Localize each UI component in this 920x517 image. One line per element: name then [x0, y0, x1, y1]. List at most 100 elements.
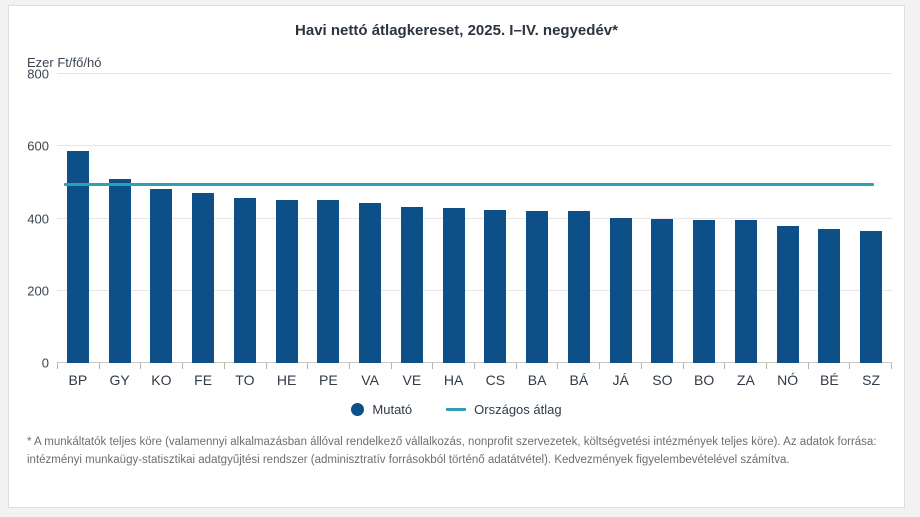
average-line-icon [446, 408, 467, 411]
bar-HA[interactable] [442, 208, 465, 363]
bar-FE[interactable] [192, 193, 215, 363]
x-label-BÁ: BÁ [569, 372, 589, 388]
legend-average-label: Országos átlag [474, 402, 562, 417]
bar-TO[interactable] [233, 197, 256, 363]
legend-item-average[interactable]: Országos átlag [446, 402, 562, 417]
bar-SZ[interactable] [860, 230, 883, 363]
x-label-TO: TO [235, 372, 255, 388]
legend-item-series[interactable]: Mutató [351, 402, 412, 417]
bar-column-SZ [850, 74, 892, 363]
bar-column-HA [433, 74, 475, 363]
bar-column-PE [308, 74, 350, 363]
x-tick [725, 363, 767, 369]
gridline-400 [57, 217, 892, 219]
bar-column-JÁ [600, 74, 642, 363]
y-axis: 0 200 400 600 800 [9, 67, 57, 371]
bar-column-FE [182, 74, 224, 363]
bar-column-BA [516, 74, 558, 363]
y-tick-label-600: 600 [27, 138, 49, 154]
x-tick [225, 363, 267, 369]
bar-column-HE [266, 74, 308, 363]
bar-BÉ[interactable] [818, 228, 841, 363]
bar-ZA[interactable] [734, 220, 757, 363]
x-label-KO: KO [151, 372, 172, 388]
x-label-JÁ: JÁ [612, 372, 629, 388]
x-tick [350, 363, 392, 369]
bar-BÁ[interactable] [567, 211, 590, 363]
y-tick-label-0: 0 [41, 355, 49, 371]
chart-plot-row: 0 200 400 600 800 [9, 67, 892, 371]
x-label-VE: VE [402, 372, 422, 388]
gridline-800 [57, 73, 892, 74]
chart-title: Havi nettó átlagkereset, 2025. I–IV. neg… [295, 22, 618, 39]
gridline-600 [57, 145, 892, 147]
y-axis-unit-label: Ezer Ft/fő/hó [27, 55, 102, 70]
x-tick [684, 363, 726, 369]
x-tick [141, 363, 184, 369]
bar-BO[interactable] [693, 219, 716, 363]
bar-column-ZA [725, 74, 767, 363]
bar-PE[interactable] [317, 200, 340, 363]
x-tick [767, 363, 809, 369]
bar-column-BÉ [809, 74, 851, 363]
bar-BA[interactable] [526, 210, 549, 363]
x-label-FE: FE [194, 372, 213, 388]
x-tick [392, 363, 434, 369]
x-label-VA: VA [361, 372, 379, 388]
bar-column-GY [99, 74, 141, 363]
legend: Mutató Országos átlag [9, 402, 904, 417]
y-tick-label-800: 800 [27, 66, 49, 82]
footnote: * A munkáltatók teljes köre (valamennyi … [27, 436, 877, 467]
bar-column-KO [141, 74, 183, 363]
x-label-SZ: SZ [862, 372, 881, 388]
bar-NÓ[interactable] [776, 226, 799, 363]
bar-column-NÓ [767, 74, 809, 363]
x-label-BA: BA [527, 372, 547, 388]
bar-column-CS [475, 74, 517, 363]
x-label-BP: BP [68, 372, 88, 388]
bar-column-VA [349, 74, 391, 363]
x-tick [850, 363, 893, 369]
legend-series-label: Mutató [372, 402, 413, 417]
bar-JÁ[interactable] [609, 217, 632, 363]
x-tick [267, 363, 309, 369]
bar-HE[interactable] [275, 199, 298, 363]
x-label-BO: BO [694, 372, 715, 388]
x-tick [558, 363, 601, 369]
x-tick [642, 363, 684, 369]
bar-column-SO [642, 74, 684, 363]
bar-column-BO [683, 74, 725, 363]
x-label-SO: SO [652, 372, 673, 388]
x-tick [600, 363, 642, 369]
x-label-HA: HA [443, 372, 464, 388]
x-tick [517, 363, 559, 369]
bar-VA[interactable] [359, 203, 382, 363]
x-tick [809, 363, 851, 369]
national-average-line[interactable] [64, 183, 874, 187]
x-label-BÉ: BÉ [820, 372, 839, 388]
bar-CS[interactable] [484, 209, 507, 363]
x-tick [433, 363, 476, 369]
series-dot-icon [351, 403, 365, 416]
bar-column-TO [224, 74, 266, 363]
x-tick [100, 363, 142, 369]
bar-column-BP [57, 74, 99, 363]
x-label-CS: CS [485, 372, 506, 388]
bar-KO[interactable] [150, 188, 173, 363]
bar-column-BÁ [558, 74, 600, 363]
bar-BP[interactable] [66, 151, 89, 363]
bar-VE[interactable] [400, 207, 423, 363]
bar-SO[interactable] [651, 218, 674, 363]
x-label-ZA: ZA [736, 372, 755, 388]
bar-GY[interactable] [108, 179, 131, 363]
x-label-GY: GY [109, 372, 130, 388]
gridline-200 [57, 289, 892, 291]
bar-series [57, 74, 892, 363]
x-tick [183, 363, 225, 369]
y-tick-label-200: 200 [27, 283, 49, 299]
x-tick [308, 363, 350, 369]
gridline-0 [57, 362, 892, 363]
chart-card: Havi nettó átlagkereset, 2025. I–IV. neg… [8, 5, 905, 508]
x-label-HE: HE [276, 372, 297, 388]
x-label-NÓ: NÓ [777, 372, 799, 388]
